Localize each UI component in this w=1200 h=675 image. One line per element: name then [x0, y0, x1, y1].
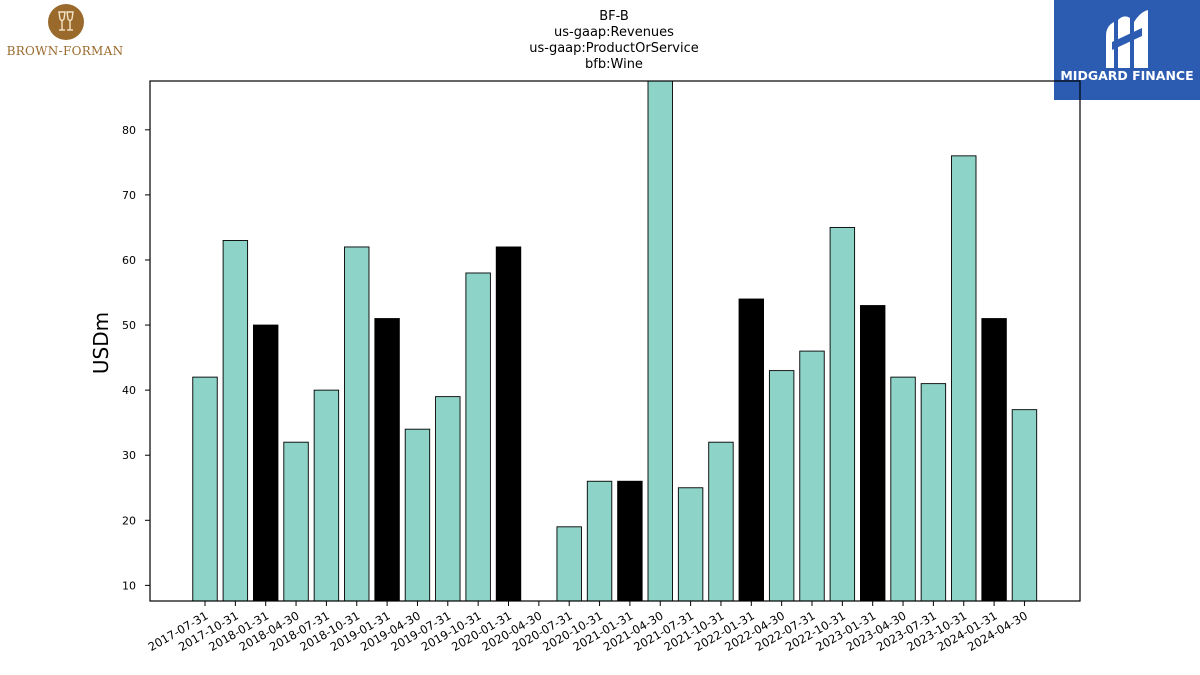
bar-2022-07-31 — [799, 350, 825, 601]
bar-2019-01-31 — [374, 318, 400, 601]
midgard-finance-wordmark: MIDGARD FINANCE — [1060, 68, 1194, 83]
bar-2019-10-31 — [465, 272, 491, 601]
y-tick-label: 70 — [122, 189, 136, 202]
bar-2023-04-30 — [890, 376, 916, 601]
bar-2017-07-31 — [192, 376, 218, 601]
bar-2020-01-31 — [495, 246, 522, 601]
bar-2022-01-31 — [738, 298, 764, 601]
bar-2023-01-31 — [860, 305, 886, 601]
bar-2018-07-31 — [313, 389, 340, 601]
bar-2022-04-30 — [768, 370, 795, 601]
chart-title-line: us-gaap:Revenues — [554, 25, 674, 40]
bars-group — [192, 81, 1038, 601]
y-tick-label: 40 — [122, 384, 136, 397]
y-tick-label: 80 — [122, 124, 136, 137]
y-tick-label: 10 — [122, 579, 136, 592]
bar-2018-01-31 — [252, 324, 279, 601]
bar-2017-10-31 — [222, 239, 249, 601]
bar-2023-10-31 — [951, 155, 977, 601]
midgard-m-icon — [1102, 8, 1152, 70]
bar-2018-10-31 — [344, 246, 370, 601]
brown-forman-logo: BROWN-FORMAN — [4, 4, 126, 64]
chart-title-line: us-gaap:ProductOrService — [529, 41, 699, 56]
chart-title-line: BF-B — [599, 9, 629, 24]
bar-2020-07-31 — [556, 526, 582, 601]
bar-2020-10-31 — [586, 480, 613, 601]
chart-title-line: bfb:Wine — [585, 57, 643, 72]
y-tick-label: 30 — [122, 449, 136, 462]
bar-2024-04-30 — [1011, 409, 1038, 601]
brown-forman-wordmark: BROWN-FORMAN — [6, 44, 124, 58]
y-tick-label: 50 — [122, 319, 136, 332]
midgard-finance-logo: MIDGARD FINANCE — [1054, 0, 1200, 100]
bar-2023-07-31 — [920, 383, 947, 601]
y-tick-label: 60 — [122, 254, 136, 267]
bar-2024-01-31 — [981, 318, 1007, 601]
bar-2021-01-31 — [617, 480, 643, 601]
plot-frame — [149, 80, 1081, 602]
bar-2018-04-30 — [283, 441, 309, 601]
y-tick-label: 20 — [122, 514, 136, 527]
bar-2019-04-30 — [404, 428, 431, 601]
wine-glasses-seal-icon — [48, 4, 84, 40]
y-axis-label: USDm — [89, 312, 113, 374]
bar-2021-07-31 — [677, 487, 704, 601]
bar-2022-10-31 — [829, 226, 856, 601]
bar-2019-07-31 — [435, 396, 461, 601]
bar-2021-10-31 — [708, 441, 734, 601]
bar-2021-04-30 — [647, 81, 673, 601]
